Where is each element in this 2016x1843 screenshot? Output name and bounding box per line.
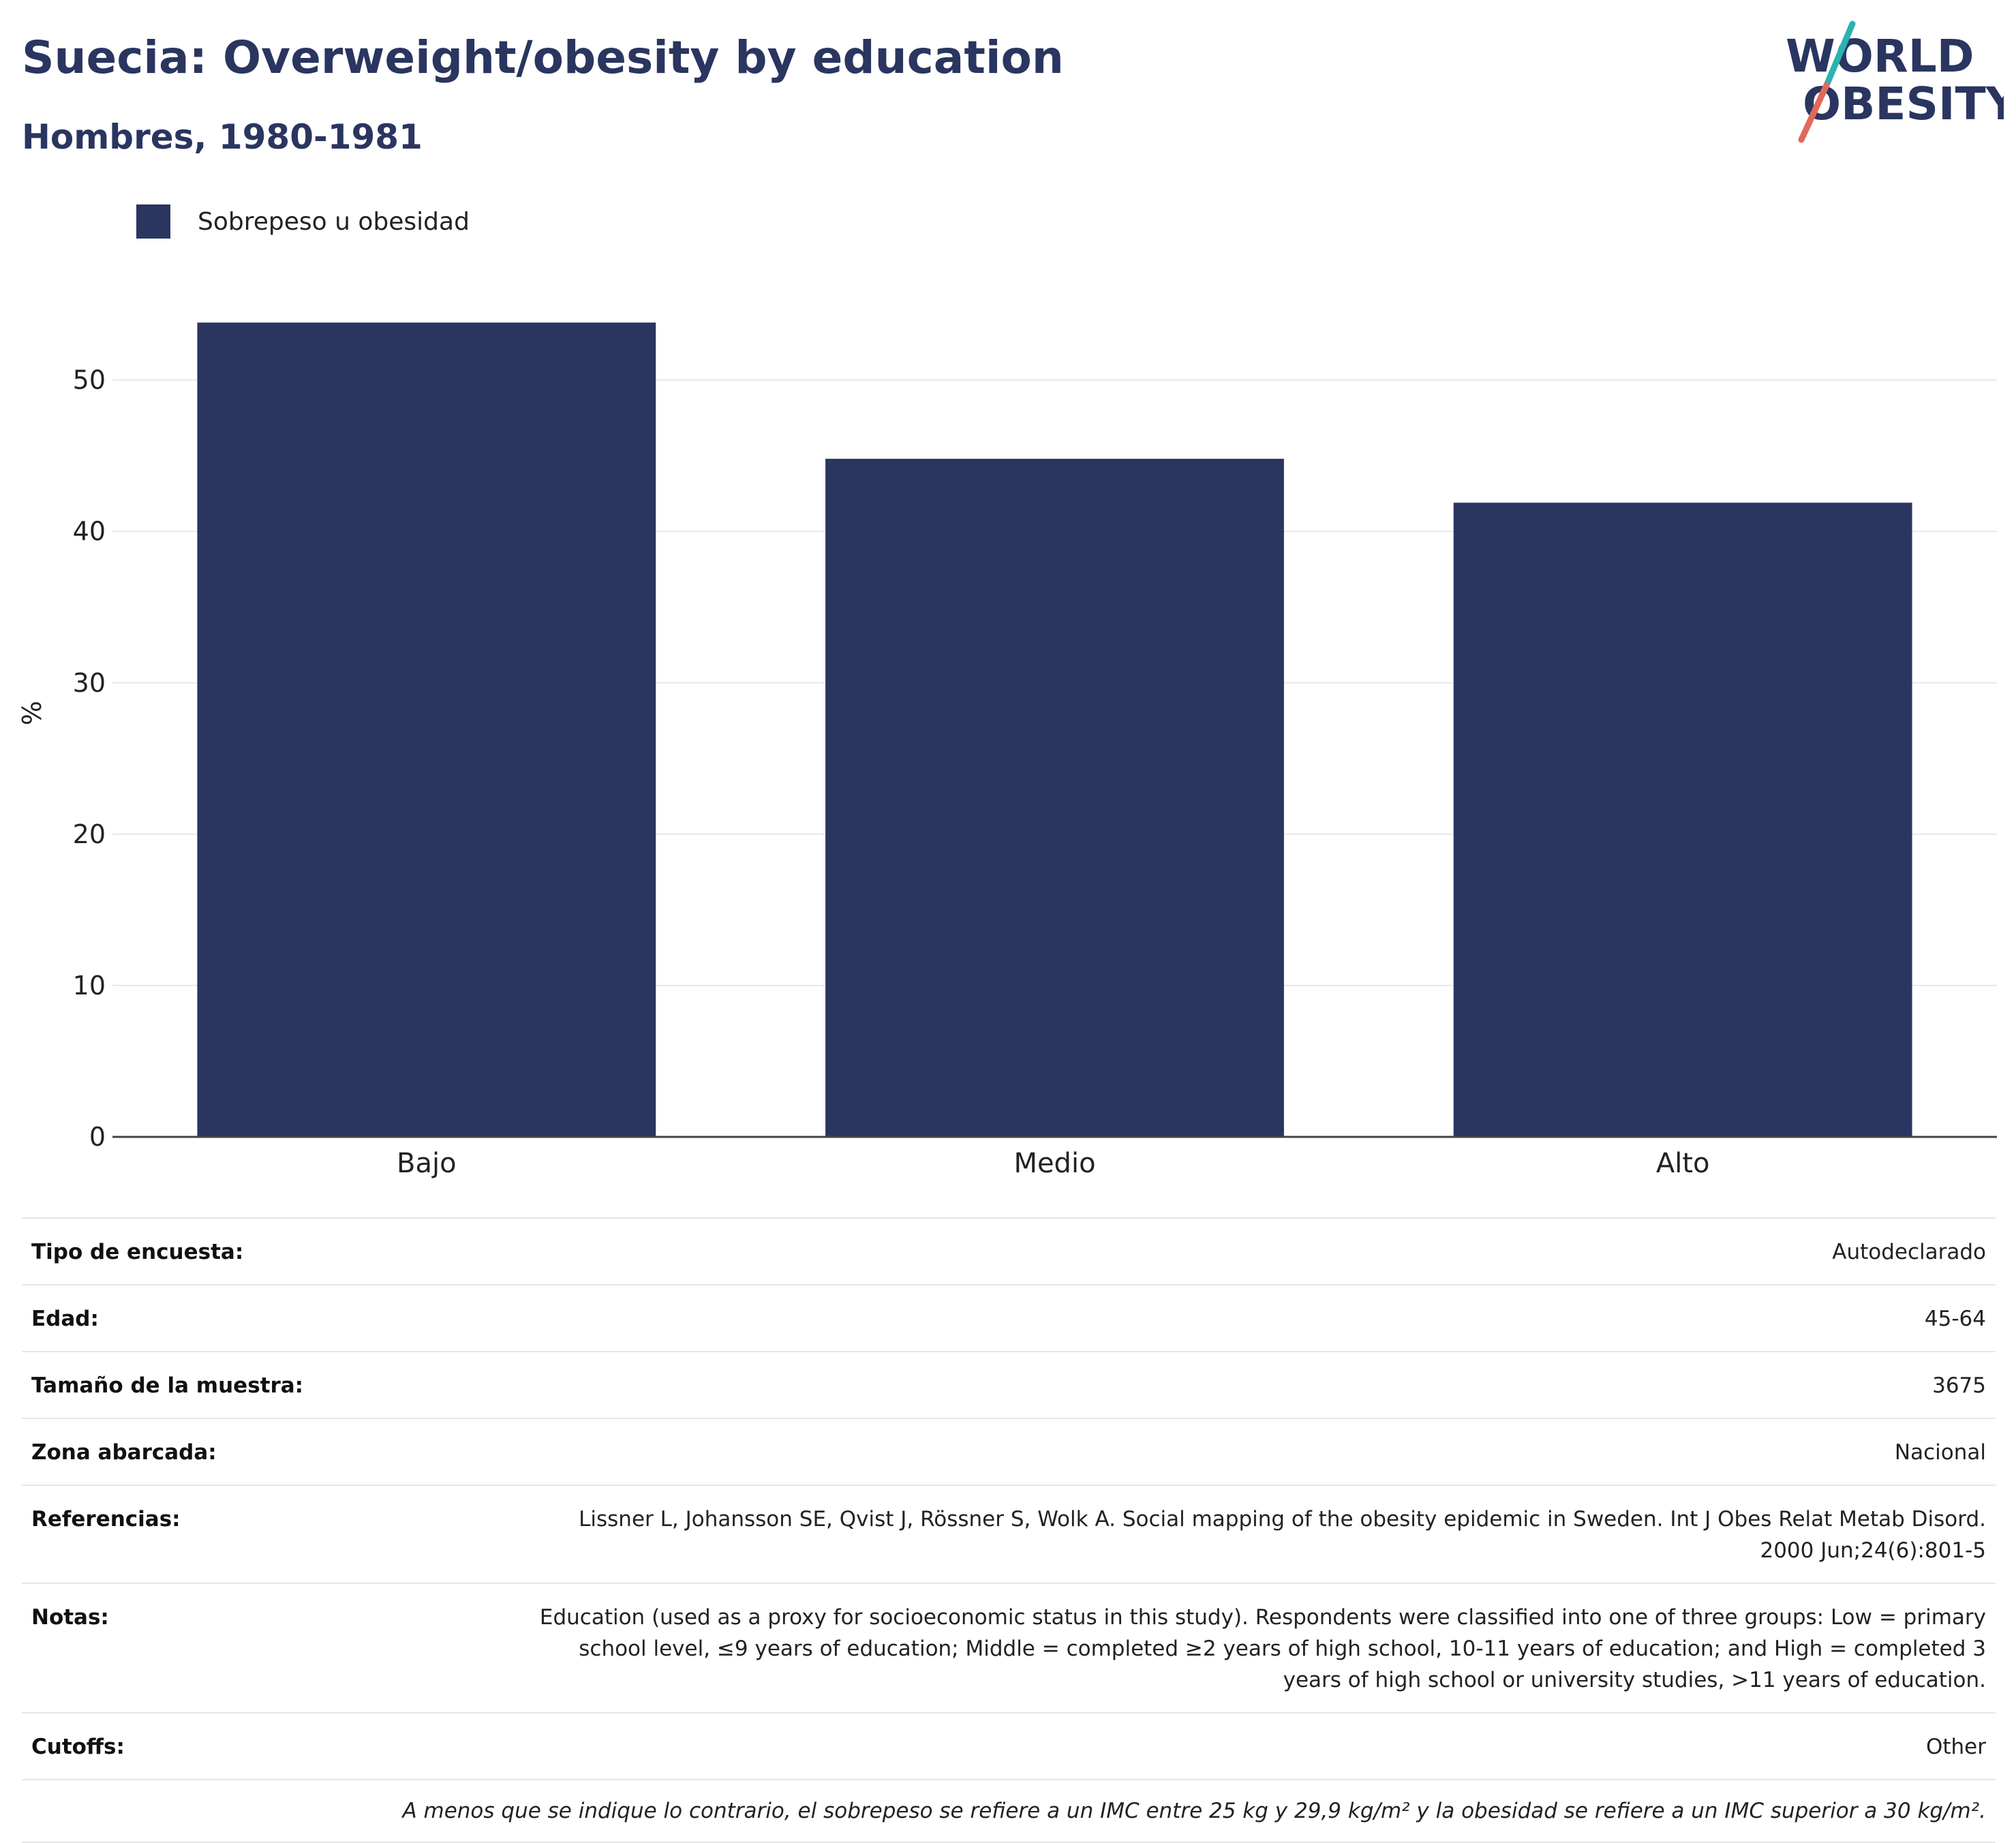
y-tick-labels: 0 10 20 30 40 50 [73, 365, 106, 1152]
x-tick-labels: Bajo Medio Alto [397, 1148, 1709, 1179]
info-row: Tipo de encuesta: Autodeclarado [22, 1219, 1996, 1285]
info-label: Referencias: [31, 1507, 181, 1532]
page-subtitle: Hombres, 1980-1981 [22, 117, 423, 157]
info-value: 3675 [1932, 1373, 1986, 1398]
info-row: Tamaño de la muestra: 3675 [22, 1352, 1996, 1419]
chart-legend: Sobrepeso u obesidad [136, 204, 470, 239]
info-label: Tipo de encuesta: [31, 1240, 244, 1264]
x-tick-label: Medio [1013, 1148, 1095, 1179]
info-row: Cutoffs: Other [22, 1713, 1996, 1780]
info-row: Referencias: Lissner L, Johansson SE, Qvi… [22, 1486, 1996, 1584]
bars [197, 322, 1912, 1137]
info-row: Notas: Education (used as a proxy for soc… [22, 1584, 1996, 1713]
svg-text:WORLD: WORLD [1786, 30, 1974, 82]
survey-info-table: Tipo de encuesta: Autodeclarado Edad: 45-64… [22, 1217, 1996, 1843]
info-value: Nacional [1894, 1440, 1986, 1465]
bar-chart: 0 10 20 30 40 50 Bajo Medio Alto % [17, 322, 1997, 1179]
world-obesity-logo: WORLD OBESITY [1786, 20, 2004, 143]
y-tick-label: 50 [73, 365, 106, 395]
bar-alto [1453, 502, 1912, 1137]
info-value: 45-64 [1924, 1307, 1986, 1331]
info-value: Education (used as a proxy for socioecon… [539, 1605, 1986, 1692]
y-tick-label: 30 [73, 668, 106, 698]
y-tick-label: 20 [73, 819, 106, 849]
bar-medio [825, 459, 1284, 1137]
svg-text:OBESITY: OBESITY [1803, 78, 2004, 130]
info-value: Other [1925, 1735, 1986, 1759]
info-label: Cutoffs: [31, 1735, 125, 1759]
info-row: Edad: 45-64 [22, 1285, 1996, 1352]
y-axis-label: % [17, 701, 47, 725]
info-label: Zona abarcada: [31, 1440, 217, 1465]
info-row: Zona abarcada: Nacional [22, 1419, 1996, 1486]
info-label: Tamaño de la muestra: [31, 1373, 304, 1398]
info-label: Notas: [31, 1605, 109, 1630]
x-tick-label: Alto [1656, 1148, 1710, 1179]
info-value: Lissner L, Johansson SE, Qvist J, Rössne… [579, 1507, 1986, 1563]
x-tick-label: Bajo [397, 1148, 457, 1179]
y-tick-label: 0 [89, 1122, 106, 1152]
footnote: A menos que se indique lo contrario, el … [22, 1780, 1996, 1843]
y-tick-label: 40 [73, 517, 106, 547]
legend-swatch [136, 204, 170, 239]
bar-bajo [197, 322, 656, 1137]
page-title: Suecia: Overweight/obesity by education [22, 31, 1064, 84]
y-tick-label: 10 [73, 971, 106, 1001]
info-label: Edad: [31, 1307, 99, 1331]
legend-label: Sobrepeso u obesidad [198, 207, 470, 236]
info-value: Autodeclarado [1832, 1240, 1986, 1264]
